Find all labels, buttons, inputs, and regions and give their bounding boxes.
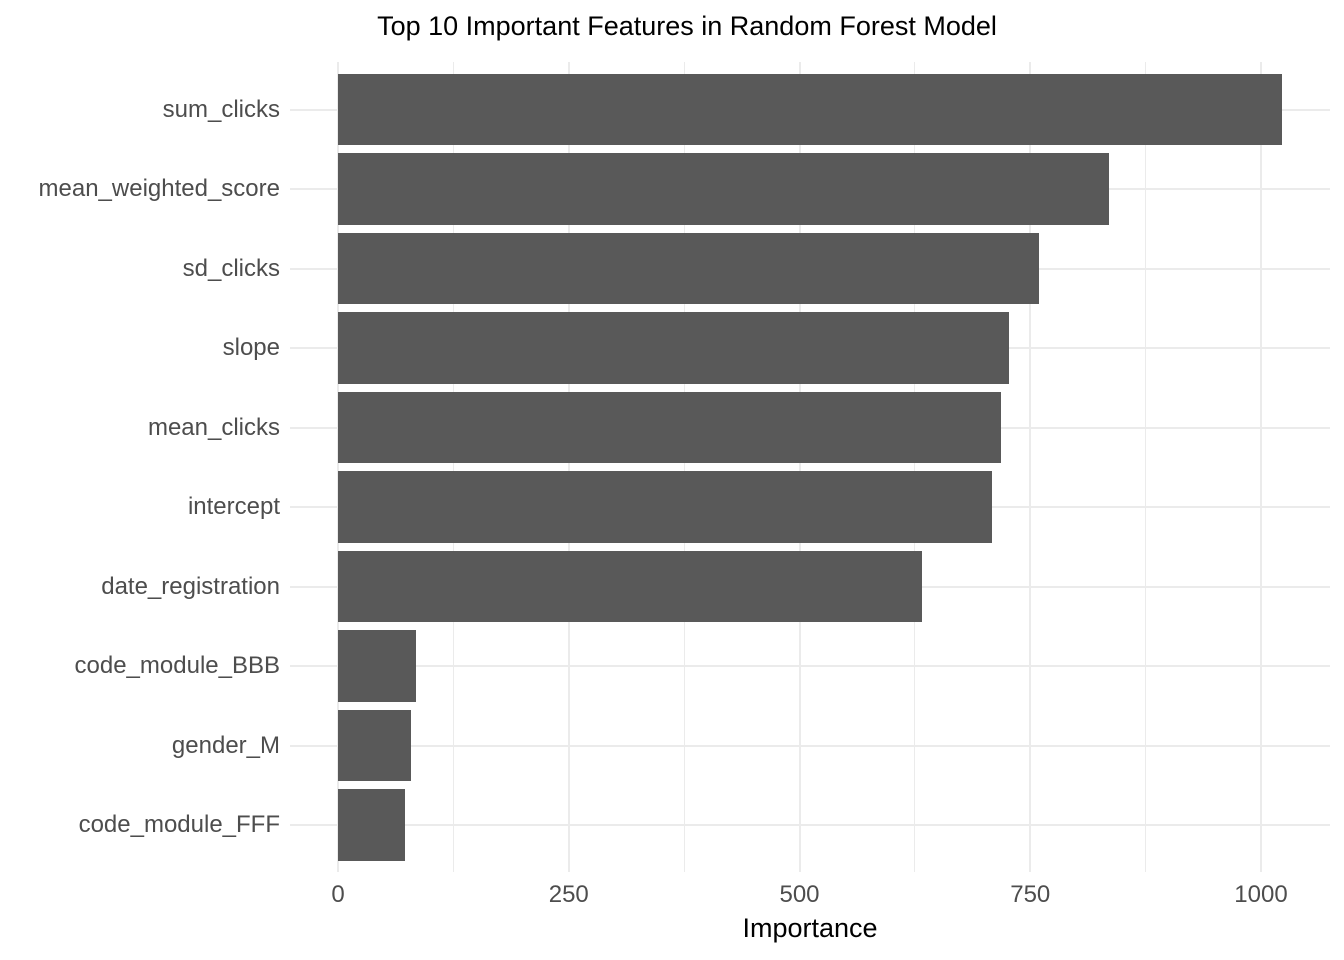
x-axis-title: Importance <box>742 913 878 943</box>
x-major-gridline <box>337 62 339 872</box>
y-major-gridline <box>290 744 1330 747</box>
bar-code_module_FFF <box>338 789 406 861</box>
y-axis-label-gender_M: gender_M <box>171 731 280 759</box>
x-axis-tick-label: 0 <box>331 881 345 908</box>
x-axis-tick-label: 250 <box>548 881 589 908</box>
x-major-gridline <box>798 62 801 872</box>
x-major-gridline <box>1260 62 1262 872</box>
y-axis-label-intercept: intercept <box>187 493 280 520</box>
y-axis-label-mean_weighted_score: mean_weighted_score <box>38 175 281 202</box>
bar-slope <box>338 312 1010 384</box>
x-major-gridline <box>567 62 570 872</box>
y-axis-label-code_module_FFF: code_module_FFF <box>78 811 280 838</box>
x-minor-gridline <box>914 62 916 872</box>
y-axis-label-mean_clicks: mean_clicks <box>147 413 280 441</box>
bar-code_module_BBB <box>338 630 417 702</box>
x-major-gridline <box>1029 62 1032 872</box>
y-axis-label-code_module_BBB: code_module_BBB <box>74 652 280 679</box>
x-minor-gridline <box>1145 62 1147 872</box>
bar-mean_weighted_score <box>338 153 1109 225</box>
bar-date_registration <box>338 550 923 623</box>
bar-sd_clicks <box>338 232 1040 305</box>
x-minor-gridline <box>452 62 454 872</box>
x-axis-tick-label: 500 <box>779 881 820 908</box>
y-axis-label-sum_clicks: sum_clicks <box>162 95 280 123</box>
bar-gender_M <box>338 709 411 782</box>
y-major-gridline <box>290 824 1330 826</box>
x-minor-gridline <box>683 62 685 872</box>
chart-title: Top 10 Important Features in Random Fore… <box>377 11 997 41</box>
bar-mean_clicks <box>338 391 1001 464</box>
y-axis-label-slope: slope <box>222 334 280 361</box>
x-axis-tick-label: 750 <box>1010 881 1051 908</box>
y-axis-label-date_registration: date_registration <box>101 572 280 600</box>
y-axis-label-sd_clicks: sd_clicks <box>182 254 280 282</box>
y-major-gridline <box>290 665 1330 667</box>
x-axis-tick-label: 1000 <box>1234 881 1288 908</box>
bar-sum_clicks <box>338 73 1283 146</box>
bar-intercept <box>338 471 993 543</box>
